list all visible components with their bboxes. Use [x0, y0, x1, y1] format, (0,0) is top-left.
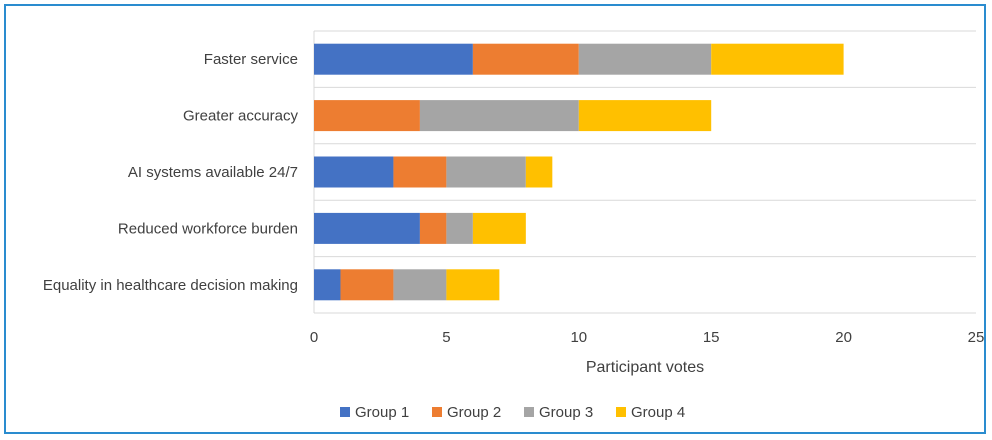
bars	[314, 43, 844, 301]
bar-segment	[419, 100, 579, 132]
bar-segment	[446, 212, 473, 244]
bar-segment	[314, 156, 394, 188]
category-labels: Faster service Greater accuracy AI systems…	[43, 51, 299, 294]
x-tick-label: 15	[703, 329, 720, 346]
bar-segment	[446, 156, 526, 188]
bar-segment	[446, 269, 500, 301]
bar-segment	[472, 43, 579, 75]
x-tick-label: 10	[570, 329, 587, 346]
x-tick-label: 5	[442, 329, 450, 346]
category-label: Reduced workforce burden	[118, 220, 298, 237]
legend-swatch	[616, 407, 626, 417]
bar-segment	[393, 269, 447, 301]
bar-segment	[472, 212, 526, 244]
legend-label: Group 1	[355, 404, 409, 421]
category-label: AI systems available 24/7	[128, 164, 298, 181]
bar-segment	[314, 100, 420, 132]
category-label: Equality in healthcare decision making	[43, 277, 298, 294]
x-axis-title: Participant votes	[586, 359, 704, 376]
legend-label: Group 2	[447, 404, 501, 421]
category-label: Faster service	[204, 51, 298, 68]
legend-swatch	[340, 407, 350, 417]
legend-swatch	[524, 407, 534, 417]
legend-label: Group 3	[539, 404, 593, 421]
legend-swatch	[432, 407, 442, 417]
bar-segment	[340, 269, 394, 301]
category-label: Greater accuracy	[183, 108, 299, 125]
bar-segment	[419, 212, 447, 244]
bar-segment	[314, 212, 420, 244]
legend: Group 1 Group 2 Group 3 Group 4	[340, 404, 685, 421]
bar-segment	[314, 43, 473, 75]
bar-segment	[578, 43, 712, 75]
bar-segment	[711, 43, 844, 75]
x-tick-label: 25	[968, 329, 985, 346]
x-tick-label: 20	[835, 329, 852, 346]
x-tick-labels: 0 5 10 15 20 25	[310, 329, 985, 346]
bar-segment	[578, 100, 712, 132]
bar-segment	[525, 156, 553, 188]
bar-segment	[393, 156, 447, 188]
legend-label: Group 4	[631, 404, 685, 421]
gridlines	[313, 30, 976, 314]
x-tick-label: 0	[310, 329, 318, 346]
bar-segment	[314, 269, 341, 301]
